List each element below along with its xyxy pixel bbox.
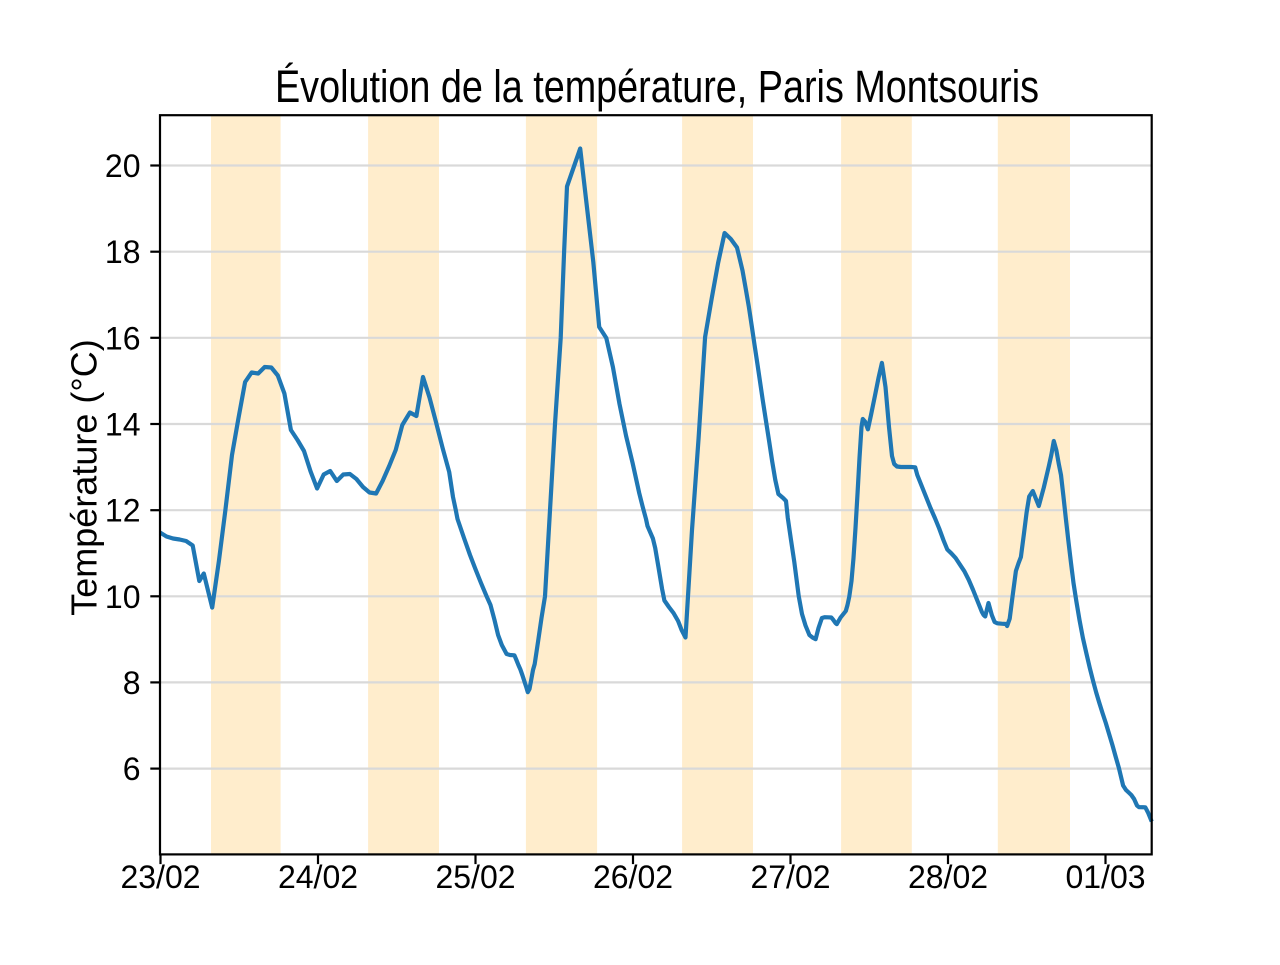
svg-text:20: 20 [105, 148, 141, 184]
svg-text:16: 16 [105, 320, 141, 356]
svg-text:01/03: 01/03 [1065, 859, 1145, 895]
svg-text:Évolution de la température, P: Évolution de la température, Paris Monts… [275, 61, 1039, 112]
svg-text:10: 10 [105, 579, 141, 615]
svg-text:23/02: 23/02 [120, 859, 200, 895]
svg-text:Température (°C): Température (°C) [64, 339, 105, 615]
svg-text:28/02: 28/02 [908, 859, 988, 895]
svg-text:26/02: 26/02 [593, 859, 673, 895]
svg-text:14: 14 [105, 407, 141, 443]
svg-text:27/02: 27/02 [750, 859, 830, 895]
svg-text:18: 18 [105, 234, 141, 270]
svg-text:24/02: 24/02 [278, 859, 358, 895]
svg-text:8: 8 [123, 665, 141, 701]
svg-text:25/02: 25/02 [435, 859, 515, 895]
svg-text:6: 6 [123, 751, 141, 787]
svg-text:12: 12 [105, 493, 141, 529]
